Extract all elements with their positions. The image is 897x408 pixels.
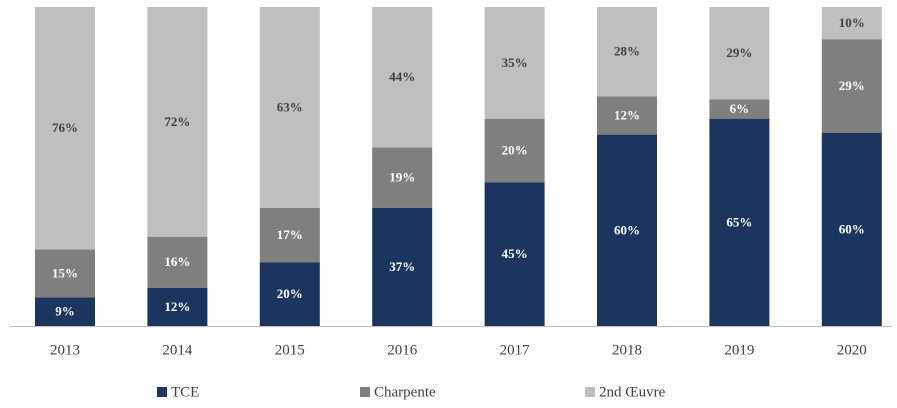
bar-segment [259,207,320,263]
value-label: 28% [614,44,640,59]
bar-segment [821,7,882,40]
value-label: 63% [277,99,303,114]
bar-segment [372,7,433,148]
bar-segment [372,147,433,208]
value-label: 72% [164,114,190,129]
legend-label: TCE [171,384,199,400]
value-label: 9% [55,304,75,319]
value-label: 17% [277,227,303,242]
value-label: 10% [839,15,865,30]
bar-segment [372,207,433,326]
value-label: 65% [726,214,752,229]
bar-segment [709,99,770,119]
x-tick-label: 2020 [837,342,867,358]
value-label: 19% [389,170,415,185]
bar-segment [597,134,657,326]
x-tick-label: 2018 [612,342,642,358]
bar-segment [484,182,545,326]
bar-segment [147,236,208,288]
value-label: 76% [52,120,78,135]
bar-segment [35,297,95,326]
bar-segment [259,262,320,326]
legend-swatch [360,387,370,397]
bar-segment [597,96,657,135]
legend-swatch [157,387,167,397]
bar-segment [35,7,95,250]
value-label: 12% [614,107,640,122]
bar-segment [709,118,770,327]
value-label: 29% [839,78,865,93]
bar-segment [35,249,95,298]
value-label: 45% [502,246,528,261]
bar-segment [147,7,208,237]
bar-segment [821,132,882,326]
x-tick-label: 2017 [500,342,531,358]
value-label: 60% [614,222,640,237]
value-label: 15% [52,265,78,280]
x-tick-label: 2015 [275,342,305,358]
bar-segment [709,7,770,100]
bar-segment [484,7,545,119]
value-label: 60% [839,221,865,236]
value-label: 16% [164,254,190,269]
value-label: 20% [277,286,303,301]
x-tick-label: 2013 [50,342,80,358]
legend-label: 2nd Œuvre [599,384,666,400]
value-label: 37% [389,259,415,274]
bar-segment [259,7,320,208]
value-label: 12% [164,299,190,314]
x-tick-label: 2014 [162,342,193,358]
bar-segment [821,39,882,133]
x-tick-label: 2019 [724,342,754,358]
value-label: 29% [726,45,752,60]
legend-label: Charpente [374,384,436,400]
bar-segment [147,287,208,326]
x-tick-label: 2016 [387,342,418,358]
value-label: 44% [389,69,415,84]
legend-swatch [585,387,595,397]
bar-segment [484,118,545,183]
value-label: 6% [730,101,750,116]
value-label: 20% [502,143,528,158]
bar-segment [597,7,657,97]
value-label: 35% [502,55,528,70]
